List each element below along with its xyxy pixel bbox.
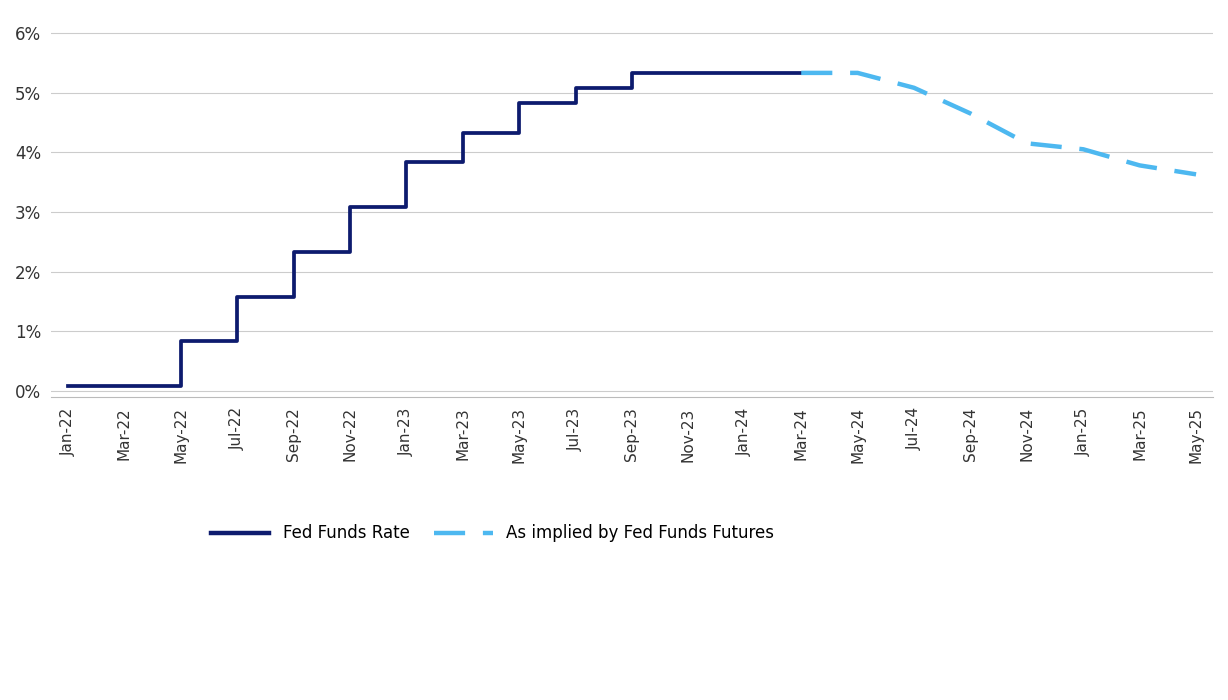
Legend: Fed Funds Rate, As implied by Fed Funds Futures: Fed Funds Rate, As implied by Fed Funds … [204,518,781,549]
